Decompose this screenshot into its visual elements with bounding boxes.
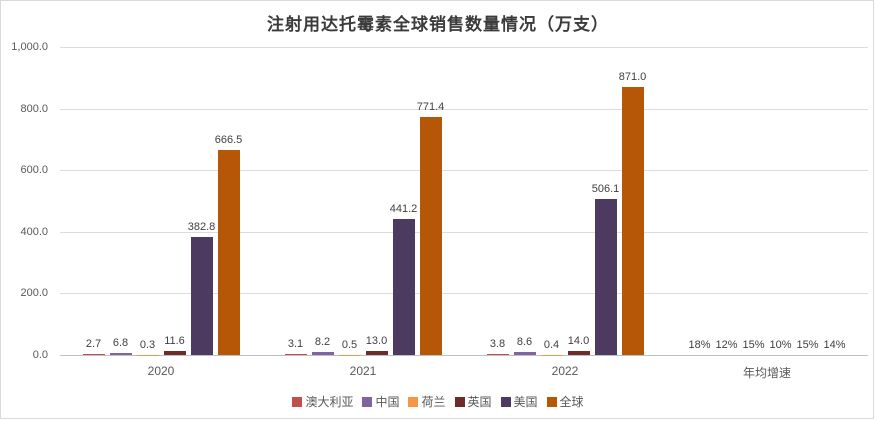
bar-荷兰-2021 [338, 354, 361, 356]
legend-label: 中国 [375, 395, 400, 409]
legend-swatch-icon [362, 396, 373, 407]
bar-value-label: 441.2 [389, 203, 418, 216]
category-label: 年均增速 [742, 366, 792, 380]
legend-label: 英国 [467, 395, 492, 409]
y-tick-label: 1,000.0 [11, 41, 48, 53]
bar-value-label: 0.5 [341, 338, 358, 351]
chart-legend: 澳大利亚 中国 荷兰 英国 美国 全球 [0, 393, 876, 410]
y-tick-label: 400.0 [20, 225, 48, 238]
legend-swatch-icon [500, 396, 511, 407]
bar-英国-2021 [365, 350, 388, 355]
bar-value-label: 3.1 [287, 338, 304, 351]
legend-item-中国: 中国 [362, 393, 399, 410]
legend-item-澳大利亚: 澳大利亚 [292, 393, 353, 410]
gridline [60, 231, 868, 233]
legend-swatch-icon [408, 396, 419, 407]
gridline [60, 293, 868, 295]
bar-value-label: 8.2 [314, 336, 331, 349]
bar-value-label: 0.4 [543, 338, 560, 351]
gridline [60, 47, 868, 48]
y-tick-label: 600.0 [20, 164, 48, 177]
bar-value-label: 15% [742, 339, 765, 351]
bar-value-label: 15% [796, 339, 819, 351]
y-tick-label: 200.0 [20, 287, 48, 300]
bar-美国-2021 [392, 219, 415, 355]
category-label: 2021 [349, 364, 377, 378]
bar-value-label: 14% [823, 339, 846, 351]
bar-荷兰-2022 [540, 354, 563, 356]
x-axis-line [60, 355, 868, 356]
bar-value-label: 12% [715, 339, 738, 351]
legend-swatch-icon [546, 396, 557, 407]
legend-swatch-icon [454, 396, 465, 407]
bar-澳大利亚-2022 [486, 353, 509, 355]
legend-item-英国: 英国 [454, 393, 492, 410]
bar-全球-2022 [621, 86, 644, 355]
bar-全球-2020 [217, 149, 240, 355]
bar-value-label: 11.6 [164, 335, 185, 348]
bar-澳大利亚-2020 [82, 354, 105, 355]
bar-中国-2022 [513, 352, 536, 355]
bar-value-label: 506.1 [591, 183, 620, 196]
legend-label: 荷兰 [421, 395, 446, 409]
bar-中国-2020 [109, 352, 132, 355]
bar-英国-2022 [567, 350, 590, 355]
bar-value-label: 18% [688, 339, 711, 351]
bar-value-label: 382.8 [187, 221, 216, 234]
y-tick-label: 800.0 [20, 102, 48, 115]
bar-value-label: 871.0 [618, 70, 647, 83]
bar-美国-2022 [594, 199, 617, 355]
bar-value-label: 10% [769, 339, 792, 351]
bar-value-label: 6.8 [112, 336, 129, 349]
legend-label: 澳大利亚 [305, 395, 354, 409]
legend-label: 全球 [559, 395, 584, 409]
bar-英国-2020 [163, 351, 186, 355]
legend-swatch-icon [292, 396, 303, 407]
gridline [60, 170, 868, 172]
bar-value-label: 0.3 [139, 338, 156, 351]
bar-value-label: 8.6 [516, 336, 533, 349]
bar-value-label: 14.0 [567, 334, 590, 347]
bar-荷兰-2020 [136, 354, 159, 356]
legend-item-全球: 全球 [546, 393, 584, 410]
bar-中国-2021 [311, 352, 334, 355]
bar-value-label: 3.8 [489, 337, 506, 350]
legend-label: 美国 [513, 395, 538, 409]
bar-美国-2020 [190, 237, 213, 355]
y-tick-label: 0.0 [32, 349, 48, 361]
category-label: 2020 [147, 364, 175, 378]
legend-item-美国: 美国 [500, 393, 538, 410]
bar-value-label: 666.5 [214, 133, 243, 146]
bar-澳大利亚-2021 [284, 354, 307, 355]
bar-value-label: 2.7 [85, 338, 102, 351]
chart-title: 注射用达托霉素全球销售数量情况（万支） [267, 15, 609, 34]
legend-item-荷兰: 荷兰 [408, 393, 446, 410]
bar-全球-2021 [419, 117, 442, 355]
category-label: 2022 [551, 364, 579, 378]
bar-value-label: 771.4 [416, 101, 445, 114]
gridline [60, 108, 868, 110]
bar-value-label: 13.0 [365, 334, 388, 347]
